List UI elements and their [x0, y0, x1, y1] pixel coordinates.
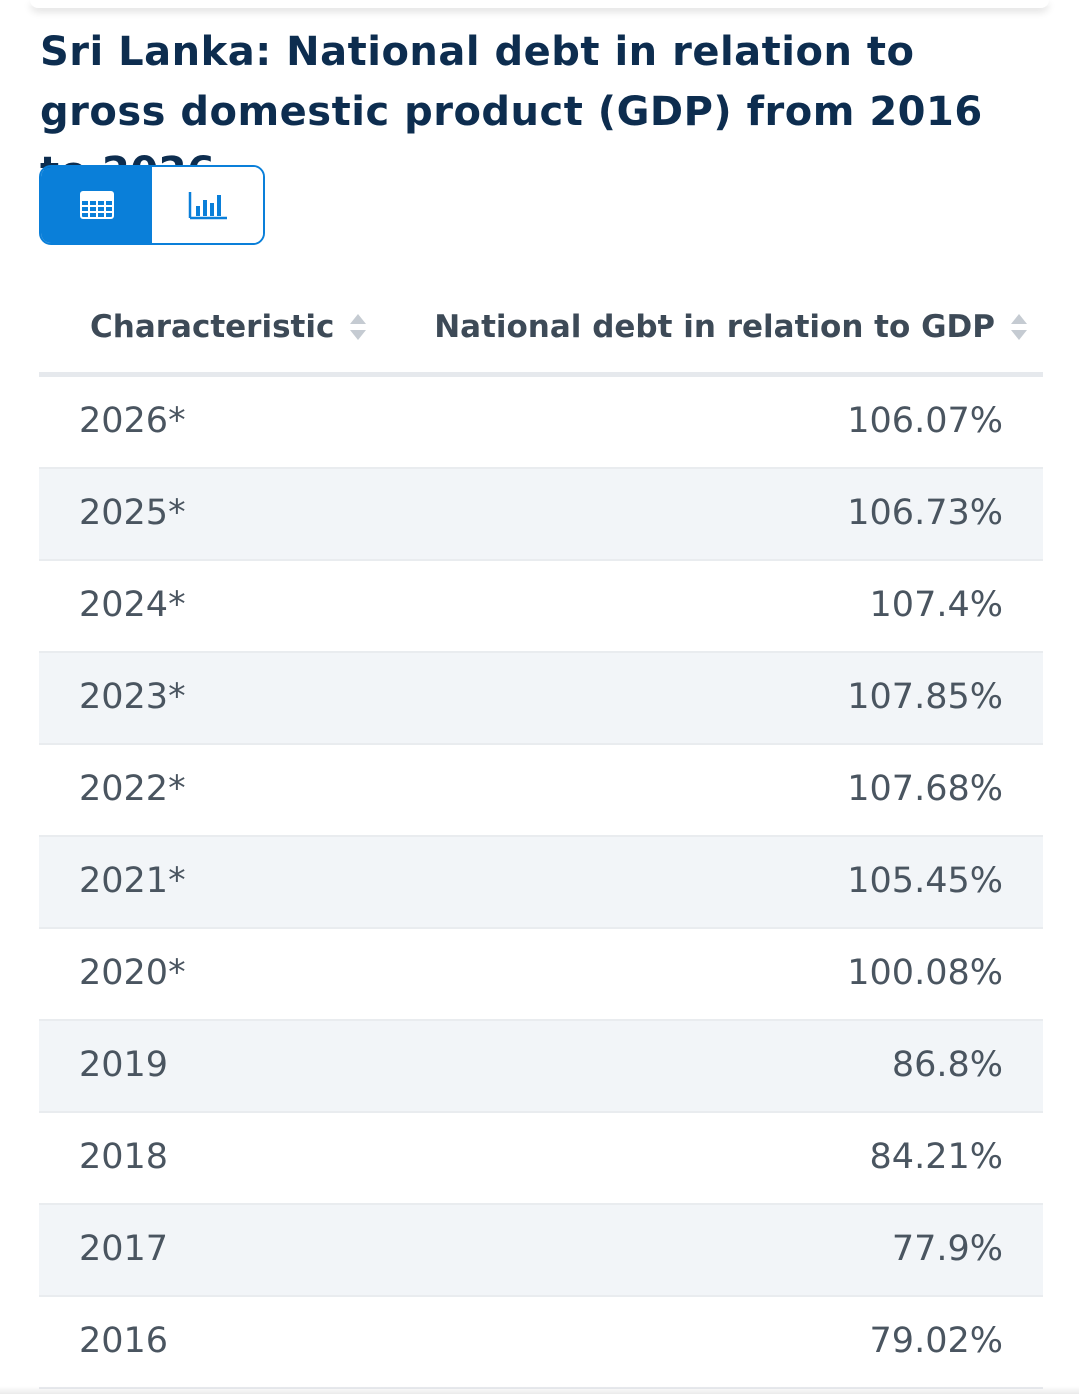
value-cell: 107.85% — [847, 677, 1003, 717]
year-cell: 2020* — [79, 953, 186, 993]
year-cell: 2019 — [79, 1045, 169, 1085]
table-row: 2018 84.21% — [39, 1113, 1043, 1205]
value-cell: 106.07% — [847, 401, 1003, 441]
value-cell: 86.8% — [891, 1045, 1003, 1085]
table-row: 2022* 107.68% — [39, 745, 1043, 837]
column-header-label: National debt in relation to GDP — [434, 309, 995, 345]
column-header-value[interactable]: National debt in relation to GDP — [434, 282, 1029, 372]
year-cell: 2026* — [79, 401, 186, 441]
chart-view-button[interactable] — [152, 167, 263, 243]
table-row: 2017 77.9% — [39, 1205, 1043, 1297]
column-header-label: Characteristic — [90, 309, 335, 345]
table-row: 2024* 107.4% — [39, 561, 1043, 653]
table-row: 2026* 106.07% — [39, 377, 1043, 469]
year-cell: 2021* — [79, 861, 186, 901]
year-cell: 2018 — [79, 1137, 169, 1177]
view-toggle — [39, 165, 265, 245]
bottom-edge — [0, 1386, 1079, 1394]
table-view-button[interactable] — [41, 167, 152, 243]
value-cell: 107.4% — [869, 585, 1003, 625]
top-panel-edge — [30, 0, 1049, 8]
chart-title: Sri Lanka: National debt in relation to … — [40, 29, 983, 195]
year-cell: 2022* — [79, 769, 186, 809]
year-cell: 2025* — [79, 493, 186, 533]
value-cell: 79.02% — [869, 1321, 1003, 1361]
table-row: 2023* 107.85% — [39, 653, 1043, 745]
table-row: 2021* 105.45% — [39, 837, 1043, 929]
value-cell: 105.45% — [847, 861, 1003, 901]
table-row: 2016 79.02% — [39, 1297, 1043, 1389]
bar-chart-icon — [188, 192, 227, 220]
table-icon — [79, 191, 114, 219]
table-row: 2025* 106.73% — [39, 469, 1043, 561]
table-row: 2019 86.8% — [39, 1021, 1043, 1113]
value-cell: 77.9% — [891, 1229, 1003, 1269]
table-body: 2026* 106.07% 2025* 106.73% 2024* 107.4%… — [39, 377, 1043, 1389]
year-cell: 2023* — [79, 677, 186, 717]
year-cell: 2017 — [79, 1229, 169, 1269]
value-cell: 84.21% — [869, 1137, 1003, 1177]
sort-icon — [1011, 314, 1027, 340]
value-cell: 106.73% — [847, 493, 1003, 533]
table-row: 2020* 100.08% — [39, 929, 1043, 1021]
year-cell: 2016 — [79, 1321, 169, 1361]
value-cell: 107.68% — [847, 769, 1003, 809]
table-header: Characteristic National debt in relation… — [39, 282, 1043, 377]
value-cell: 100.08% — [847, 953, 1003, 993]
column-header-characteristic[interactable]: Characteristic — [90, 282, 368, 372]
sort-icon — [350, 314, 367, 340]
year-cell: 2024* — [79, 585, 186, 625]
